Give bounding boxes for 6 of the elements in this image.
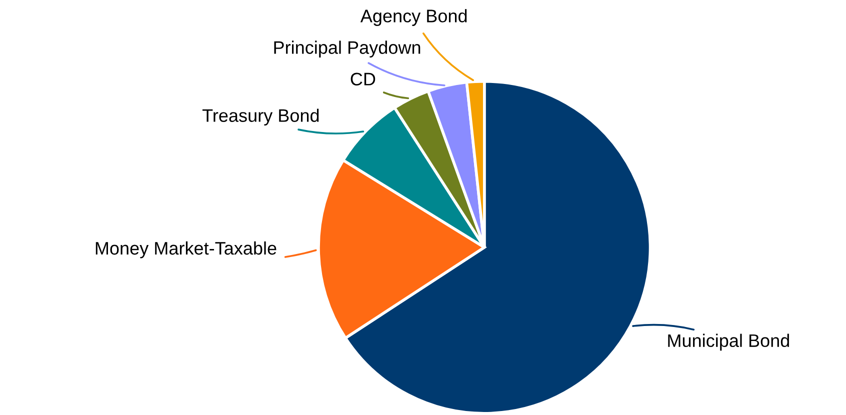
- slice-label: Agency Bond: [360, 9, 467, 26]
- slice-label: Treasury Bond: [202, 108, 319, 126]
- slice-label: CD: [350, 72, 376, 86]
- slice-label: Principal Paydown: [274, 40, 420, 58]
- slice-label: Money Market-Taxable: [96, 241, 276, 258]
- slice-label: Municipal Bond: [668, 334, 789, 351]
